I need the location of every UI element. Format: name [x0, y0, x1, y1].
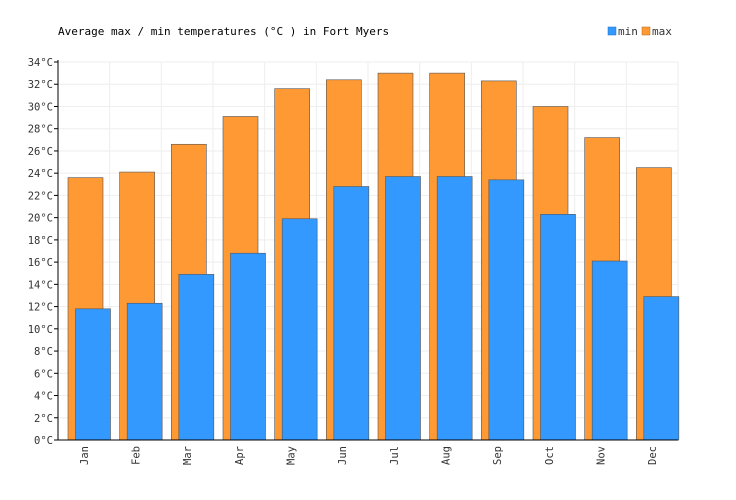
bar-min-jul — [385, 176, 421, 441]
bar-min-aug — [436, 176, 473, 441]
bar-min-jun — [333, 186, 370, 441]
legend-label-min: min — [618, 25, 638, 38]
y-tick-label: 32°C — [28, 79, 53, 91]
bar-min-nov — [591, 260, 628, 441]
y-tick-label: 18°C — [28, 235, 53, 247]
legend-swatch-min — [607, 26, 617, 36]
x-tick-label-jun: Jun — [337, 446, 349, 465]
y-tick-label: 34°C — [28, 57, 53, 69]
x-tick-label-nov: Nov — [596, 446, 608, 465]
y-tick-labels: 0°C 2°C 4°C 6°C 8°C 10°C 12°C 14°C 16°C 18°C 20°C 2… — [28, 57, 58, 447]
bar-min-may — [281, 218, 318, 441]
y-tick-label: 2°C — [34, 413, 53, 425]
bar-min-dec — [643, 296, 680, 441]
bar-min-oct — [540, 214, 576, 441]
x-tick-label-jul: Jul — [389, 446, 401, 465]
y-tick-label: 14°C — [28, 279, 53, 291]
series-min — [75, 176, 680, 441]
y-tick-label: 16°C — [28, 257, 53, 269]
legend-label-max: max — [652, 25, 672, 38]
y-tick-label: 24°C — [28, 168, 53, 180]
x-tick-label-may: May — [286, 446, 298, 465]
y-tick-label: 0°C — [34, 435, 53, 447]
legend-swatch-max — [641, 26, 651, 36]
x-tick-label-mar: Mar — [182, 446, 194, 465]
x-tick-label-dec: Dec — [647, 446, 659, 465]
bar-min-sep — [488, 179, 525, 441]
bar-min-apr — [230, 252, 266, 441]
axes — [57, 60, 678, 441]
x-tick-label-aug: Aug — [441, 446, 453, 465]
y-tick-label: 28°C — [28, 124, 53, 136]
x-tick-label-oct: Oct — [544, 446, 556, 465]
legend: min max — [607, 25, 672, 38]
bar-min-feb — [126, 302, 163, 441]
y-tick-label: 30°C — [28, 101, 53, 113]
x-tick-label-sep: Sep — [492, 446, 504, 465]
x-tick-label-jan: Jan — [79, 446, 91, 465]
y-tick-label: 12°C — [28, 302, 53, 314]
y-tick-label: 10°C — [28, 324, 53, 336]
y-tick-label: 6°C — [34, 368, 53, 380]
bar-min-mar — [178, 274, 215, 441]
y-tick-label: 8°C — [34, 346, 53, 358]
chart-title: Average max / min temperatures (°C ) in … — [58, 25, 389, 38]
y-tick-label: 20°C — [28, 213, 53, 225]
x-tick-labels: Jan Feb Mar Apr May Jun Jul Aug Sep Oct Nov Dec — [79, 446, 659, 465]
x-tick-label-feb: Feb — [131, 446, 143, 465]
bar-min-jan — [75, 308, 111, 441]
y-tick-label: 26°C — [28, 146, 53, 158]
y-tick-label: 4°C — [34, 391, 53, 403]
y-tick-label: 22°C — [28, 190, 53, 202]
x-tick-label-apr: Apr — [234, 446, 246, 465]
